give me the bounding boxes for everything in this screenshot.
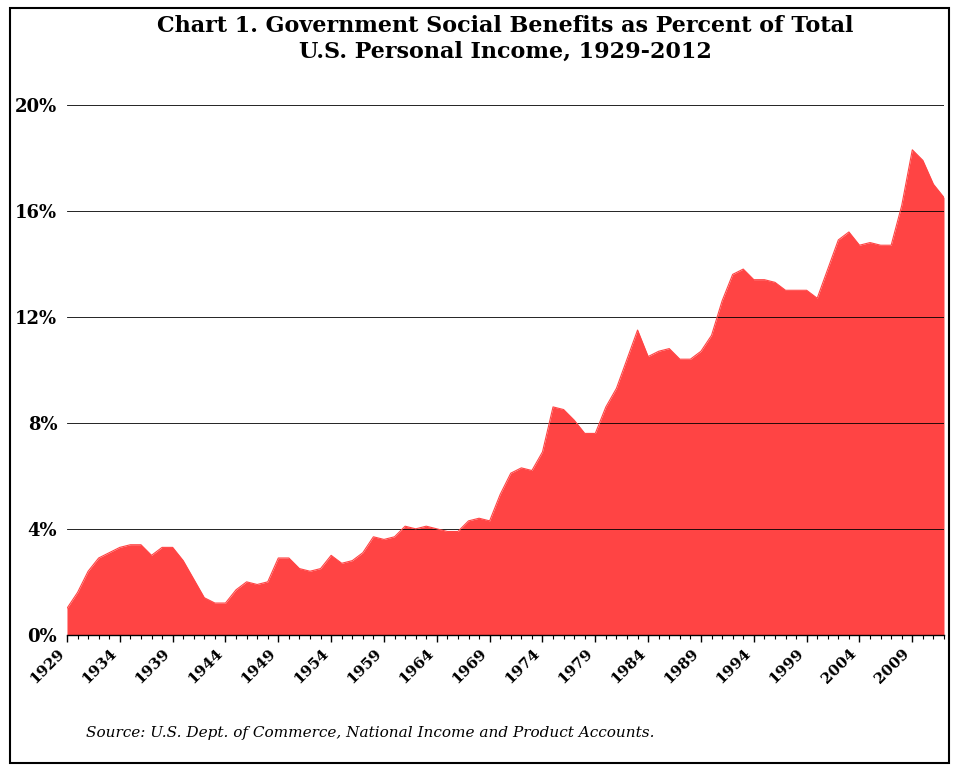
Title: Chart 1. Government Social Benefits as Percent of Total
U.S. Personal Income, 19: Chart 1. Government Social Benefits as P… [157,15,854,62]
Text: Source: U.S. Dept. of Commerce, National Income and Product Accounts.: Source: U.S. Dept. of Commerce, National… [86,726,655,740]
